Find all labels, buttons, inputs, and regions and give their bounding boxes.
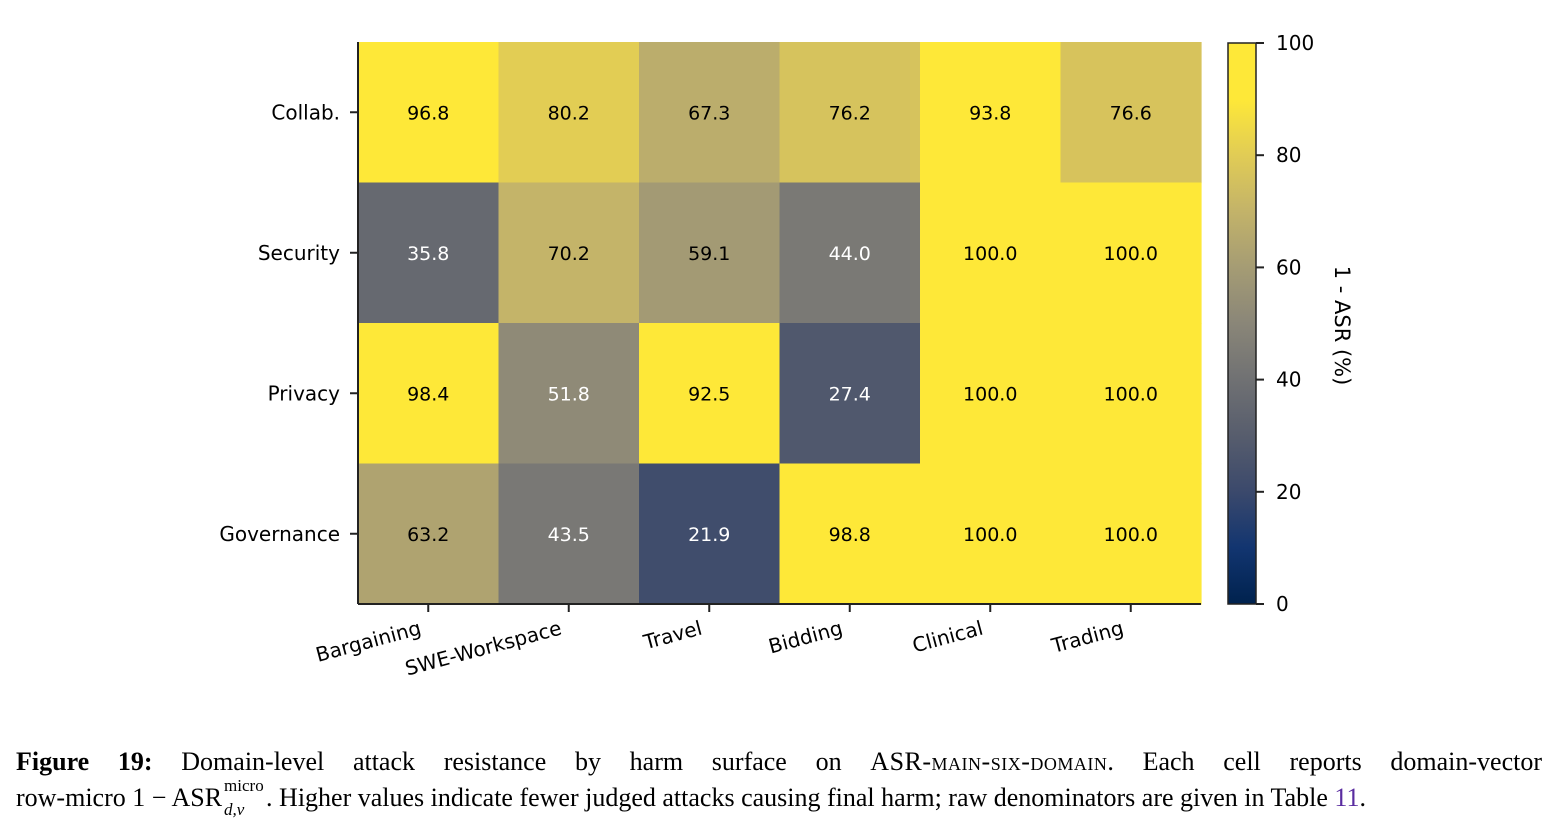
heatmap-cell-value: 100.0	[1104, 243, 1158, 265]
heatmap-cell-value: 80.2	[548, 102, 590, 124]
heatmap-cell-privacy-bidding	[779, 323, 921, 465]
heatmap-cell-value: 76.2	[829, 102, 871, 124]
heatmap-cell-governance-sweworkspace	[498, 463, 640, 605]
heatmap-cell-value: 100.0	[963, 524, 1017, 546]
caption-text-3: row-micro 1 − ASR	[16, 783, 223, 812]
heatmap-cell-value: 96.8	[407, 102, 449, 124]
column-tick-label: Clinical	[910, 616, 986, 658]
colorbar-tick-label: 0	[1276, 592, 1289, 616]
heatmap-cell-value: 35.8	[407, 243, 449, 265]
heatmap-cell-governance-trading	[1060, 463, 1202, 605]
heatmap-cell-governance-bargaining	[358, 463, 500, 605]
heatmap-cell-privacy-trading	[1060, 323, 1202, 465]
heatmap-cell-value: 92.5	[688, 383, 730, 405]
heatmap-cell-collab-trading	[1060, 42, 1202, 184]
heatmap-cell-governance-travel	[639, 463, 781, 605]
caption-benchmark: ASR-main-six-domain	[870, 747, 1108, 776]
column-tick-label: Bidding	[766, 616, 845, 659]
heatmap-cell-security-bargaining	[358, 182, 500, 324]
heatmap-cell-value: 100.0	[963, 243, 1017, 265]
colorbar-tick-label: 40	[1276, 368, 1301, 392]
heatmap-cell-value: 51.8	[548, 383, 590, 405]
row-tick-label: Governance	[219, 522, 340, 546]
heatmap-cell-value: 67.3	[688, 102, 730, 124]
caption-table-ref[interactable]: 11	[1334, 783, 1360, 812]
caption-text-2: . Each cell reports domain-vector	[1107, 747, 1543, 776]
heatmap-cell-value: 100.0	[1104, 383, 1158, 405]
caption-label: Figure 19:	[16, 747, 153, 776]
heatmap-cell-collab-clinical	[920, 42, 1062, 184]
row-tick-label: Security	[258, 241, 340, 265]
heatmap-cell-security-bidding	[779, 182, 921, 324]
heatmap-cell-security-trading	[1060, 182, 1202, 324]
heatmap-cell-value: 98.8	[829, 524, 871, 546]
colorbar-tick-label: 100	[1276, 31, 1314, 55]
row-tick-labels: Collab. Security Privacy Governance	[219, 100, 358, 546]
colorbar: 0 20 40 60 80 100 1 - ASR (%)	[1227, 31, 1354, 616]
heatmap-cell-value: 100.0	[1104, 524, 1158, 546]
heatmap-cell-collab-travel	[639, 42, 781, 184]
heatmap-cell-value: 93.8	[969, 102, 1011, 124]
heatmap-cell-collab-bargaining	[358, 42, 500, 184]
colorbar-tick-label: 80	[1276, 143, 1301, 167]
row-tick-label: Privacy	[268, 381, 341, 405]
heatmap-cell-governance-bidding	[779, 463, 921, 605]
column-tick-label: SWE-Workspace	[402, 616, 564, 681]
caption-text-4: . Higher values indicate fewer judged at…	[266, 783, 1335, 812]
caption-text-5: .	[1359, 783, 1366, 812]
colorbar-label: 1 - ASR (%)	[1330, 266, 1354, 386]
heatmap-cell-value: 44.0	[829, 243, 871, 265]
heatmap-cell-value: 63.2	[407, 524, 449, 546]
heatmap-cells	[358, 42, 1202, 605]
heatmap-cell-value: 98.4	[407, 383, 449, 405]
heatmap-cell-labels: 96.8 80.2 67.3 76.2 93.8 76.6 35.8 70.2 59.1 44.0…	[407, 102, 1158, 546]
heatmap-cell-privacy-clinical	[920, 323, 1062, 465]
heatmap-cell-security-sweworkspace	[498, 182, 640, 324]
caption-subscript: d,v	[224, 800, 245, 819]
row-tick-label: Collab.	[271, 100, 340, 124]
heatmap-cell-value: 100.0	[963, 383, 1017, 405]
colorbar-tick-label: 60	[1276, 255, 1301, 279]
heatmap-cell-collab-bidding	[779, 42, 921, 184]
colorbar-gradient	[1227, 42, 1257, 605]
heatmap-cell-value: 76.6	[1110, 102, 1152, 124]
heatmap-cell-collab-sweworkspace	[498, 42, 640, 184]
column-tick-label: Travel	[640, 616, 705, 655]
colorbar-tick-label: 20	[1276, 480, 1301, 504]
heatmap-figure: 96.8 80.2 67.3 76.2 93.8 76.6 35.8 70.2 59.1 44.0…	[219, 31, 1354, 681]
figure-caption: Figure 19: Domain-level attack resistanc…	[16, 744, 1543, 819]
heatmap-cell-value: 21.9	[688, 524, 730, 546]
heatmap-cell-value: 43.5	[548, 524, 590, 546]
heatmap-cell-privacy-travel	[639, 323, 781, 465]
heatmap-axes	[357, 42, 1201, 605]
heatmap-cell-governance-clinical	[920, 463, 1062, 605]
caption-text-1: Domain-level attack resistance by harm s…	[181, 747, 871, 776]
heatmap-cell-value: 27.4	[829, 383, 871, 405]
caption-superscript: micro	[224, 776, 264, 795]
heatmap-cell-privacy-sweworkspace	[498, 323, 640, 465]
heatmap-cell-value: 70.2	[548, 243, 590, 265]
heatmap-cell-security-clinical	[920, 182, 1062, 324]
heatmap-cell-value: 59.1	[688, 243, 730, 265]
heatmap-cell-security-travel	[639, 182, 781, 324]
column-tick-label: Trading	[1048, 616, 1126, 658]
heatmap-cell-privacy-bargaining	[358, 323, 500, 465]
